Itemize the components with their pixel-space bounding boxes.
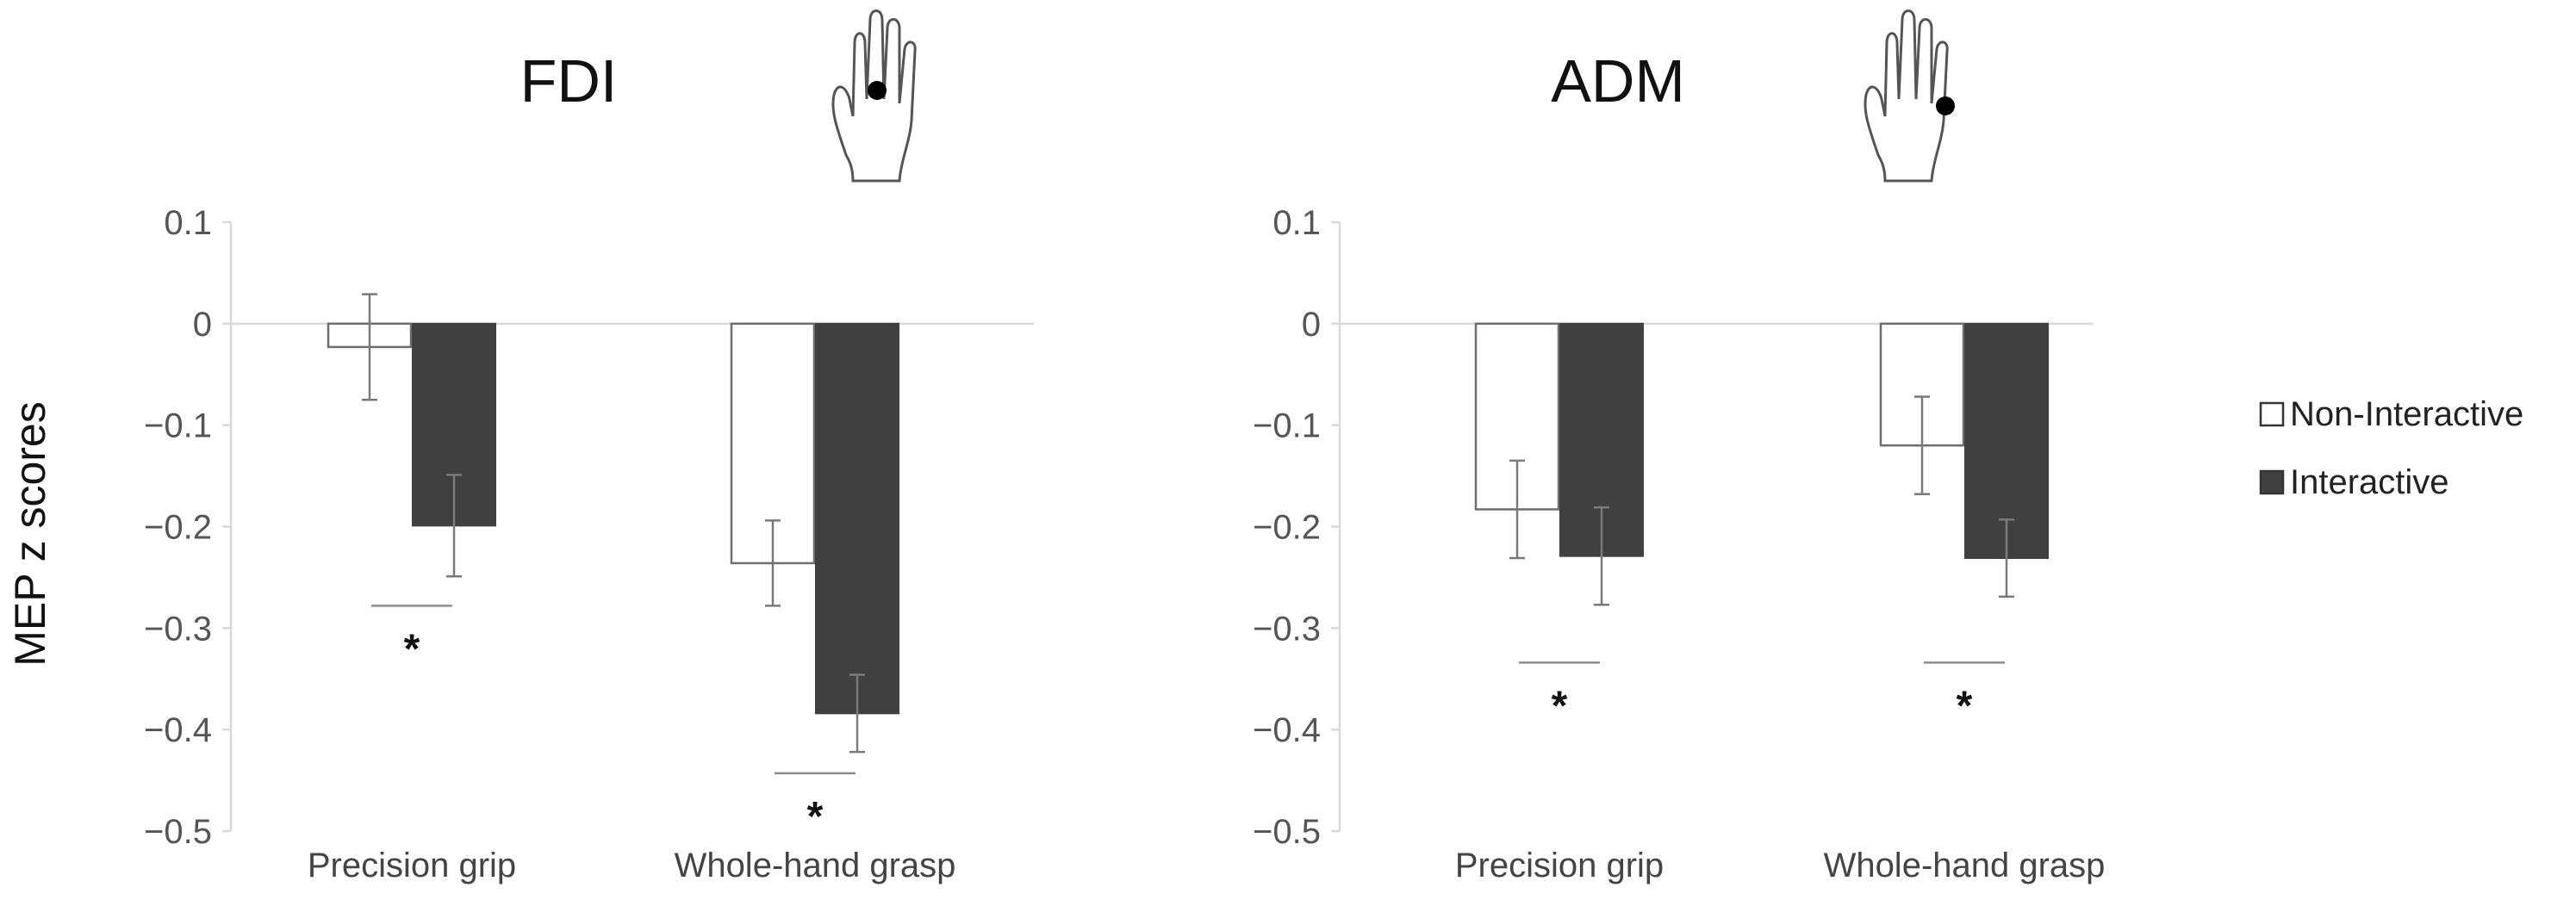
chart-title-fdi: FDI [520,47,618,115]
error-bar-interactive-precision-grip [1594,506,1609,606]
chart-title-adm: ADM [1551,47,1685,115]
legend: Non-Interactive Interactive [2259,395,2523,501]
y-tick-label: 0.1 [164,204,212,242]
legend-swatch-interactive [2259,469,2285,495]
bar-interactive-whole-hand-grasp [815,322,899,715]
significance-star-whole-hand-grasp: * [1957,683,1973,729]
error-bar-interactive-precision-grip [446,474,462,578]
hand-fdi-electrode-icon [831,9,917,183]
error-bar-non-interactive-precision-grip [362,293,377,401]
y-tick-label: −0.2 [1253,509,1321,547]
significance-star-whole-hand-grasp: * [807,794,824,840]
hand-adm-electrode-icon [1864,9,1955,183]
error-bar-non-interactive-whole-hand-grasp [1914,395,1930,496]
y-tick-label: 0.1 [1272,204,1321,242]
y-tick-label: −0.4 [144,711,212,749]
y-tick-label: −0.3 [1253,610,1321,648]
y-tick-label: 0 [1302,306,1321,344]
chart-panel-fdi: FDI 0.1 0 −0.1 −0.2 −0.3 −0.4 −0.5 Precision gr… [144,9,1034,884]
y-tick-label: −0.1 [144,407,212,445]
y-tick-label: −0.2 [144,509,212,547]
x-tick-label-whole-hand-grasp: Whole-hand grasp [1824,847,2106,884]
significance-star-precision-grip: * [404,626,420,672]
error-bar-interactive-whole-hand-grasp [849,673,865,754]
x-tick-label-whole-hand-grasp: Whole-hand grasp [675,847,956,884]
y-tick-label: −0.3 [144,610,212,648]
legend-label-interactive: Interactive [2290,463,2449,501]
legend-swatch-non-interactive [2259,401,2285,427]
error-bar-non-interactive-whole-hand-grasp [765,519,781,607]
error-bar-non-interactive-precision-grip [1509,459,1525,560]
y-tick-label: 0 [193,306,212,344]
y-axis-label: MEP z scores [6,401,54,667]
chart-panel-adm: ADM 0.1 0 −0.1 −0.2 −0.3 −0.4 −0.5 Precision gr… [1253,9,2106,884]
y-tick-label: −0.5 [144,813,212,851]
x-tick-label-precision-grip: Precision grip [308,847,516,884]
significance-star-precision-grip: * [1552,683,1568,729]
legend-label-non-interactive: Non-Interactive [2290,395,2523,433]
error-bar-interactive-whole-hand-grasp [1999,518,2014,599]
y-tick-label: −0.1 [1253,407,1321,445]
y-tick-label: −0.4 [1253,711,1321,749]
x-tick-label-precision-grip: Precision grip [1455,847,1664,884]
y-tick-label: −0.5 [1253,813,1321,851]
